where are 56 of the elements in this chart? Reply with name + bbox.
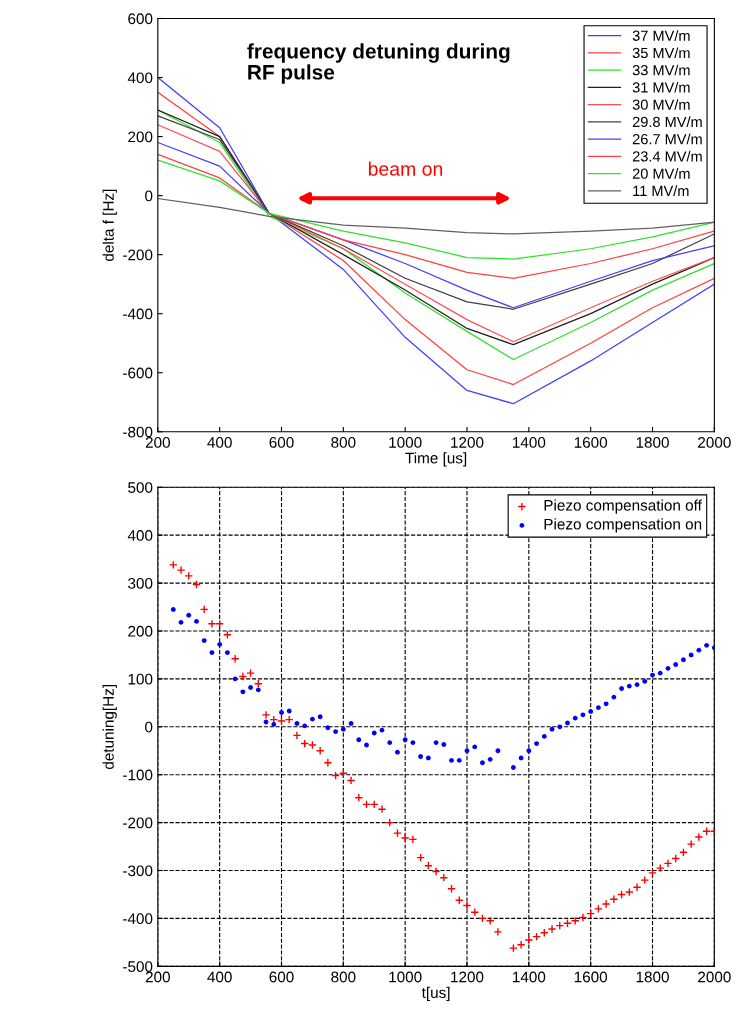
legend-label: 33 MV/m [632,64,690,76]
y-tick-label: 300 [128,577,153,589]
annotation: beam on [368,161,443,176]
legend-label: 23.4 MV/m [632,150,702,162]
y-tick-label: 400 [127,72,153,84]
y-axis-title: delta f [Hz] [102,189,117,261]
legend-label: 35 MV/m [632,47,690,59]
x-tick-label: 1400 [513,971,546,983]
x-tick-label: 400 [207,437,232,448]
legend-label: 26.7 MV/m [632,133,702,145]
x-tick-label: 800 [331,437,356,448]
x-tick-label: 1000 [389,437,422,448]
legend-label: Piezo compensation on [544,518,702,533]
y-tick-label: -500 [123,961,153,973]
legend-label: 30 MV/m [632,99,690,110]
y-tick-label: -200 [123,249,153,261]
x-tick-label: 1800 [636,437,669,448]
y-tick-label: 100 [128,673,153,685]
y-tick-label: 500 [128,482,153,493]
y-tick-label: 200 [128,131,153,143]
text: frequency detuning during RF pulse [247,43,510,84]
y-tick-label: -600 [123,367,153,379]
x-tick-label: 1200 [451,971,484,983]
y-tick-label: 200 [128,625,153,637]
legend-label: 37 MV/m [632,30,690,41]
y-tick-label: 400 [127,530,153,541]
x-axis-title: t[us] [421,986,450,1002]
x-tick-label: 1600 [574,437,608,448]
y-tick-label: -400 [123,308,153,320]
x-tick-label: 600 [269,437,294,448]
x-axis-title: Time [us] [405,452,467,467]
y-tick-label: -400 [123,913,153,925]
x-tick-label: 400 [207,971,232,983]
y-axis-title: detuning[Hz] [102,684,117,770]
y-tick-label: 0 [145,721,153,733]
legend-label: 29.8 MV/m [632,116,702,128]
legend-label: 20 MV/m [632,168,690,179]
x-tick-label: 1400 [513,437,546,448]
x-tick-label: 1800 [636,971,669,983]
line-series [157,197,715,235]
x-tick-label: 2000 [698,971,731,983]
x-tick-label: 1200 [451,437,484,448]
x-tick-label: 1600 [574,971,608,983]
y-tick-label: -100 [123,769,153,781]
legend-label: 11 MV/m [633,185,689,197]
legend-label: Piezo compensation off [544,499,702,514]
y-tick-label: -300 [123,865,153,877]
y-tick-label: 0 [145,190,153,202]
x-tick-label: 2000 [698,437,731,448]
y-tick-label: -200 [123,817,153,829]
x-tick-label: 600 [269,971,294,983]
y-tick-label: 600 [128,13,153,25]
y-tick-label: -800 [123,426,153,438]
x-tick-label: 1000 [389,971,422,983]
legend-label: 31 MV/m [632,81,690,93]
x-tick-label: 800 [331,971,356,983]
